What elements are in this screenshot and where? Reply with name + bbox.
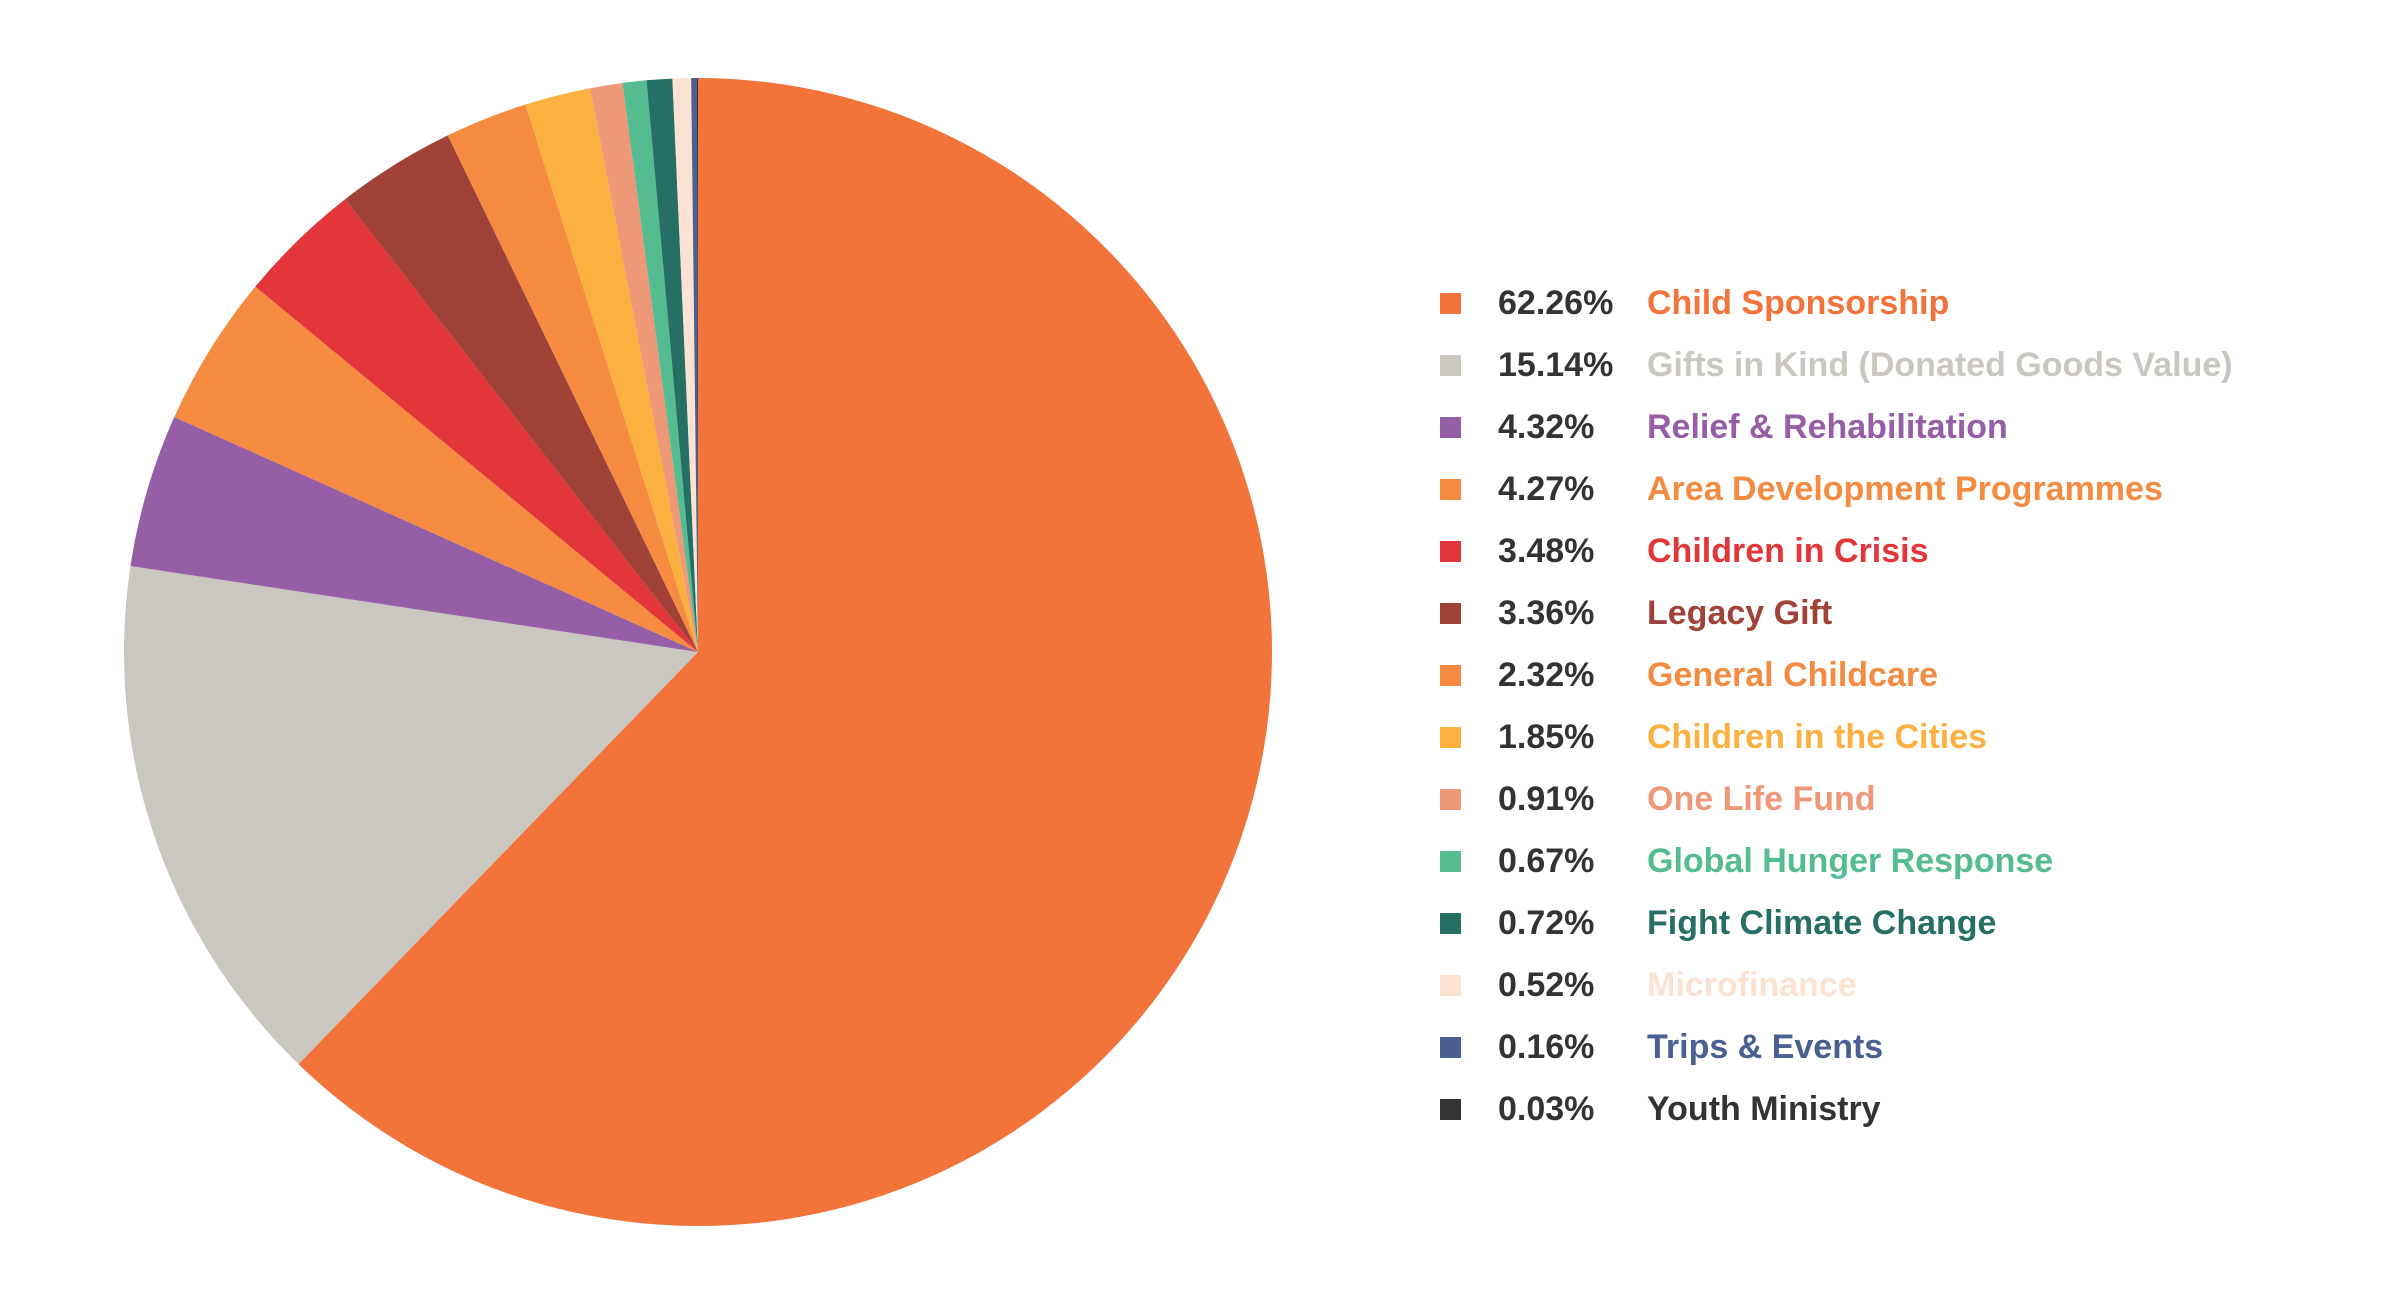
pie-slice xyxy=(130,417,699,652)
pie-slice xyxy=(298,78,1273,1226)
pie-slice xyxy=(622,80,698,652)
legend-item: 0.16% Trips & Events xyxy=(1440,1016,2233,1078)
legend-item: 0.03% Youth Ministry xyxy=(1440,1078,2233,1140)
legend-item: 4.27% Area Development Programmes xyxy=(1440,458,2233,520)
pie-slice xyxy=(525,88,698,653)
legend-item: 1.85% Children in the Cities xyxy=(1440,706,2233,768)
legend-item: 15.14% Gifts in Kind (Donated Goods Value… xyxy=(1440,334,2233,396)
legend-item: 0.67% Global Hunger Response xyxy=(1440,830,2233,892)
legend-label: Child Sponsorship xyxy=(1647,283,1950,322)
pie-slice xyxy=(255,199,699,652)
legend-label: Children in the Cities xyxy=(1647,717,1988,756)
pie-slice xyxy=(696,77,698,653)
legend-label: Children in Crisis xyxy=(1647,531,1929,570)
legend-item: 0.52% Microfinance xyxy=(1440,954,2233,1016)
legend-label: Gifts in Kind (Donated Goods Value) xyxy=(1647,345,2233,384)
legend-percent: 0.67% xyxy=(1498,841,1595,880)
legend-swatch xyxy=(1440,478,1461,500)
legend-label: Microfinance xyxy=(1647,965,1857,1004)
legend-swatch xyxy=(1440,1036,1461,1058)
legend-percent: 0.03% xyxy=(1498,1089,1595,1128)
legend-item: 4.32% Relief & Rehabilitation xyxy=(1440,396,2233,458)
legend-swatch xyxy=(1440,726,1461,748)
legend-label: Fight Climate Change xyxy=(1647,903,1997,942)
legend-label: Area Development Programmes xyxy=(1647,469,2163,508)
legend-percent: 3.48% xyxy=(1498,531,1595,570)
legend-item: 62.26% Child Sponsorship xyxy=(1440,272,2233,334)
legend-percent: 0.16% xyxy=(1498,1027,1595,1066)
legend-swatch xyxy=(1440,354,1461,376)
legend-swatch xyxy=(1440,850,1461,872)
legend-item: 3.36% Legacy Gift xyxy=(1440,582,2233,644)
legend-percent: 15.14% xyxy=(1498,345,1614,384)
legend-percent: 62.26% xyxy=(1498,283,1614,322)
legend-swatch xyxy=(1440,292,1461,314)
legend-swatch xyxy=(1440,912,1461,934)
legend-swatch xyxy=(1440,540,1461,562)
legend-percent: 1.85% xyxy=(1498,717,1595,756)
legend-percent: 2.32% xyxy=(1498,655,1595,694)
legend-label: One Life Fund xyxy=(1647,779,1876,818)
legend-swatch xyxy=(1440,664,1461,686)
legend-percent: 3.36% xyxy=(1498,593,1595,632)
legend-percent: 4.32% xyxy=(1498,407,1595,446)
legend-percent: 4.27% xyxy=(1498,469,1595,508)
legend-swatch xyxy=(1440,416,1461,438)
legend-percent: 0.72% xyxy=(1498,903,1595,942)
pie-slice xyxy=(345,135,698,653)
legend-percent: 0.91% xyxy=(1498,779,1595,818)
legend-item: 0.91% One Life Fund xyxy=(1440,768,2233,830)
legend-label: General Childcare xyxy=(1647,655,1939,694)
pie-slice xyxy=(672,78,698,653)
legend-label: Relief & Rehabilitation xyxy=(1647,407,2008,446)
legend-swatch xyxy=(1440,602,1461,624)
legend: 62.26% Child Sponsorship 15.14% Gifts in Ki… xyxy=(1440,272,2233,1140)
legend-swatch xyxy=(1440,974,1461,996)
legend-swatch xyxy=(1440,1098,1461,1120)
pie-slice xyxy=(174,286,699,652)
pie-slice xyxy=(447,104,698,653)
legend-item: 3.48% Children in Crisis xyxy=(1440,520,2233,582)
legend-label: Youth Ministry xyxy=(1647,1089,1881,1128)
pie-slice xyxy=(646,78,698,652)
legend-percent: 0.52% xyxy=(1498,965,1595,1004)
pie-slice xyxy=(691,78,698,652)
pie-chart xyxy=(123,77,1273,1226)
pie-slice xyxy=(590,82,698,653)
legend-label: Trips & Events xyxy=(1647,1027,1884,1066)
legend-swatch xyxy=(1440,788,1461,810)
legend-label: Legacy Gift xyxy=(1647,593,1833,632)
pie-slice xyxy=(123,566,699,1065)
legend-item: 0.72% Fight Climate Change xyxy=(1440,892,2233,954)
legend-item: 2.32% General Childcare xyxy=(1440,644,2233,706)
legend-label: Global Hunger Response xyxy=(1647,841,2054,880)
